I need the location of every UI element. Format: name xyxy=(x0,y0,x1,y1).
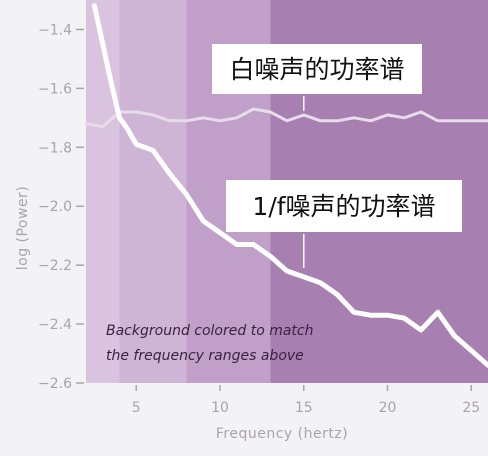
note-line-1: Background colored to match xyxy=(106,323,313,339)
y-tick-label: −2.6 xyxy=(38,376,72,392)
y-tick-label: −2.2 xyxy=(38,258,72,274)
pink-noise-label: 1/f噪声的功率谱 xyxy=(252,192,435,221)
y-tick-label: −2.4 xyxy=(38,317,72,333)
background-band-1 xyxy=(86,0,120,383)
x-tick-label: 15 xyxy=(295,400,313,416)
x-tick-label: 20 xyxy=(379,400,397,416)
x-tick-label: 25 xyxy=(462,400,480,416)
note: Background colored to match the frequenc… xyxy=(106,323,313,364)
white-noise-line xyxy=(84,107,488,129)
pink-noise-line xyxy=(91,3,488,368)
series-lines xyxy=(84,3,488,368)
y-tick-label: −2.0 xyxy=(38,199,72,215)
y-tick-label: −1.6 xyxy=(38,81,72,97)
annotation-layer: 白噪声的功率谱 1/f噪声的功率谱 xyxy=(212,44,462,268)
background-band-2 xyxy=(119,0,187,383)
pink-noise-label-box xyxy=(226,180,462,232)
x-axis-title: Frequency (hertz) xyxy=(216,426,348,442)
y-axis-title: log (Power) xyxy=(15,186,31,271)
x-axis-ticks: 5 10 15 20 25 xyxy=(132,385,480,416)
x-tick-label: 5 xyxy=(132,400,141,416)
y-tick-label: −1.8 xyxy=(38,140,72,156)
y-axis-ticks: −1.4 −1.6 −1.8 −2.0 −2.2 −2.4 −2.6 xyxy=(38,22,84,392)
y-tick-label: −1.4 xyxy=(38,22,72,38)
white-noise-label: 白噪声的功率谱 xyxy=(229,55,404,84)
x-tick-label: 10 xyxy=(211,400,229,416)
note-line-2: the frequency ranges above xyxy=(106,348,304,364)
white-noise-label-box xyxy=(212,44,422,94)
